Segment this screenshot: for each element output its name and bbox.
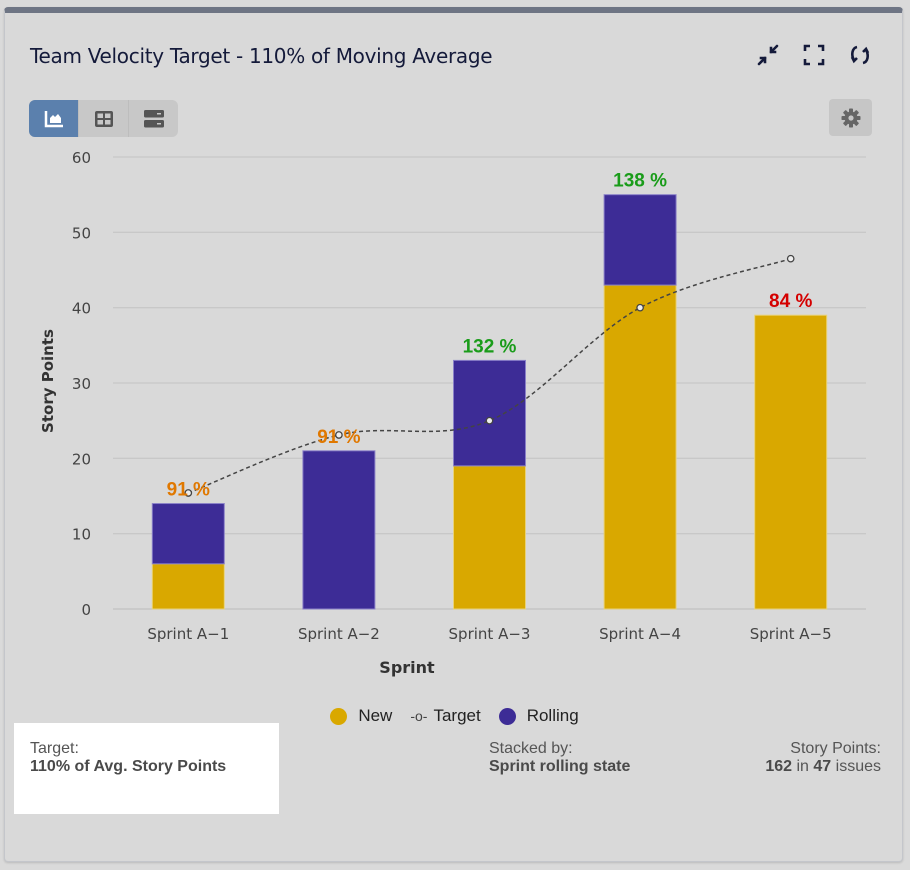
table-view-button[interactable] [78, 100, 128, 137]
bar-rolling [151, 503, 225, 565]
list-view-button[interactable] [128, 100, 178, 137]
target-line-icon: -o- [410, 708, 428, 724]
data-label: 138 % [613, 171, 667, 192]
issue-count: 47 [813, 758, 832, 775]
bar-new [151, 563, 225, 610]
legend-label: Target [433, 706, 481, 725]
bar-rolling [603, 194, 677, 286]
rolling-dot-icon [498, 707, 516, 725]
bar-rolling [453, 359, 526, 467]
refresh-icon[interactable] [848, 43, 872, 67]
story-points-in: in [796, 758, 809, 775]
target-point [786, 254, 795, 263]
gear-icon [841, 108, 860, 127]
stacked-by-value: Sprint rolling state [489, 758, 631, 775]
data-label: 91 % [317, 427, 360, 448]
y-tick-label: 60 [72, 149, 91, 167]
list-icon [143, 109, 164, 127]
data-label: 84 % [769, 291, 812, 312]
dashboard-gadget-card: Team Velocity Target - 110% of Moving Av… [4, 7, 903, 862]
x-tick-label: Sprint A−2 [298, 625, 380, 643]
target-line [188, 257, 791, 494]
legend-item-rolling[interactable]: Rolling [498, 706, 579, 726]
x-tick-label: Sprint A−4 [599, 625, 681, 643]
collapse-icon[interactable] [756, 43, 780, 67]
story-points-label: Story Points: [790, 740, 881, 757]
target-point [636, 303, 644, 312]
velocity-chart: 0 10 20 30 40 50 60 Story Points 91 % 91 % 132 %… [39, 149, 866, 677]
chart-view-button[interactable] [29, 100, 78, 137]
stacked-by-summary: Stacked by: Sprint rolling state [489, 740, 630, 776]
y-tick-label: 10 [72, 526, 91, 544]
legend-item-target[interactable]: -o- Target [410, 706, 480, 726]
bar-rolling [302, 450, 376, 610]
target-label: Target: [30, 740, 79, 757]
story-points-summary: Story Points: 162 in 47 issues [765, 740, 881, 776]
header-actions [756, 43, 872, 67]
gadget-title: Team Velocity Target - 110% of Moving Av… [30, 44, 493, 68]
y-tick-label: 0 [81, 601, 91, 619]
target-point [335, 431, 343, 439]
grid-icon [94, 110, 113, 127]
chart-legend: New -o- Target Rolling [5, 706, 904, 726]
stacked-by-label: Stacked by: [489, 740, 573, 757]
issues-suffix: issues [835, 758, 881, 775]
y-tick-label: 30 [72, 375, 91, 393]
chart-icon [44, 110, 63, 127]
y-tick-label: 20 [72, 450, 91, 468]
fullscreen-icon[interactable] [802, 43, 826, 67]
legend-label: New [358, 706, 393, 725]
x-tick-label: Sprint A−1 [147, 625, 229, 643]
story-points-total: 162 [765, 758, 793, 775]
target-point [485, 416, 494, 425]
x-tick-label: Sprint A−3 [449, 625, 531, 643]
y-tick-label: 40 [72, 300, 91, 318]
target-point [184, 489, 193, 497]
bar-new [754, 314, 828, 610]
target-value: 110% of Avg. Story Points [30, 758, 227, 775]
data-label: 132 % [463, 336, 517, 357]
legend-item-new[interactable]: New [330, 706, 392, 726]
y-tick-label: 50 [72, 224, 91, 242]
view-toggle [29, 100, 178, 137]
bar-new [453, 465, 526, 610]
x-axis-label: Sprint [379, 658, 435, 677]
y-axis-label: Story Points [39, 329, 57, 433]
settings-button[interactable] [829, 99, 872, 136]
x-tick-label: Sprint A−5 [750, 625, 832, 643]
bar-new [603, 284, 677, 610]
target-summary: Target: 110% of Avg. Story Points [14, 723, 279, 814]
new-dot-icon [330, 707, 348, 725]
data-label: 91 % [167, 480, 210, 501]
legend-label: Rolling [526, 706, 579, 725]
